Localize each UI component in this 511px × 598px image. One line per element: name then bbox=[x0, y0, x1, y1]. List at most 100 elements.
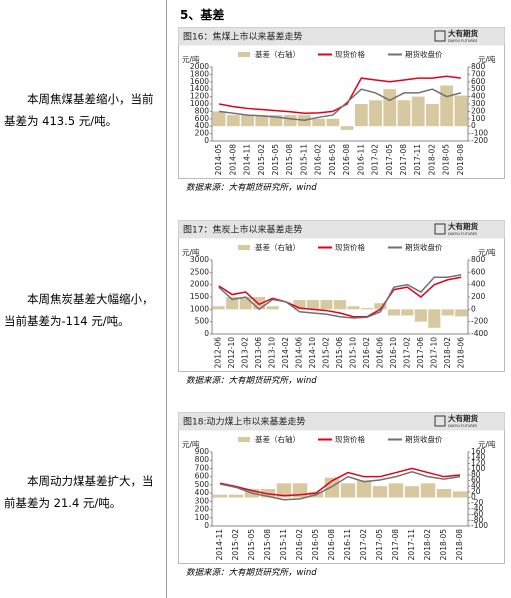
y2-axis-label: 元/吨 bbox=[478, 54, 496, 64]
x-tick-label: 2014-11 bbox=[243, 144, 252, 176]
x-tick-label: 2016-10 bbox=[389, 337, 398, 369]
bar bbox=[239, 297, 252, 310]
x-tick-label: 2018-02 bbox=[427, 144, 436, 176]
bar bbox=[404, 486, 420, 498]
bar bbox=[455, 309, 468, 317]
y2-tick-label: 400 bbox=[471, 92, 486, 101]
y-axis-label: 元/吨 bbox=[182, 247, 200, 257]
legend-label: 基差（右轴） bbox=[255, 434, 300, 444]
bar bbox=[420, 483, 436, 498]
y-tick-label: 1800 bbox=[190, 69, 209, 78]
y2-tick-label: -100 bbox=[471, 521, 488, 530]
y2-tick-label: 700 bbox=[471, 69, 486, 78]
x-tick-label: 2016-06 bbox=[375, 337, 384, 369]
y2-tick-label: 600 bbox=[471, 77, 486, 86]
bar bbox=[212, 306, 225, 310]
x-tick-label: 2017-02 bbox=[402, 337, 411, 369]
x-tick-label: 2017-11 bbox=[407, 529, 416, 561]
y2-tick-label: 160 bbox=[471, 447, 486, 456]
logo-mark bbox=[434, 223, 446, 235]
y-tick-label: 2000 bbox=[190, 62, 209, 71]
y2-tick-label: 800 bbox=[471, 255, 486, 264]
x-tick-label: 2015-05 bbox=[247, 529, 256, 561]
bar bbox=[255, 115, 269, 127]
legend-swatch bbox=[238, 52, 250, 57]
x-tick-label: 2015-05 bbox=[271, 144, 280, 176]
y-axis-label: 元/吨 bbox=[182, 54, 200, 64]
y2-tick-label: 0 bbox=[471, 493, 476, 502]
x-tick-label: 2016-08 bbox=[342, 144, 351, 176]
x-tick-label: 2017-08 bbox=[391, 529, 400, 561]
y-tick-label: 0 bbox=[204, 136, 209, 145]
x-tick-label: 2013-10 bbox=[268, 337, 277, 369]
bar bbox=[441, 309, 454, 316]
y2-axis-label: 元/吨 bbox=[478, 439, 496, 449]
x-tick-label: 2017-02 bbox=[371, 144, 380, 176]
figure: 图16：焦煤上市以来基差走势 大有期货 DAYOU FUTURES 元/吨 元/吨 0 20… bbox=[178, 27, 505, 193]
x-tick-label: 2015-11 bbox=[299, 144, 308, 176]
y-tick-label: 1600 bbox=[190, 77, 209, 86]
legend-label: 现货价格 bbox=[335, 49, 365, 59]
y2-tick-label: -400 bbox=[471, 329, 488, 338]
x-tick-label: 2016-11 bbox=[356, 144, 365, 176]
logo-sub: DAYOU FUTURES bbox=[448, 39, 478, 43]
y2-tick-label: -80 bbox=[471, 515, 483, 524]
y-tick-label: 200 bbox=[195, 505, 210, 514]
line bbox=[218, 276, 462, 318]
y2-tick-label: 0 bbox=[471, 121, 476, 130]
y-tick-label: 1000 bbox=[190, 304, 209, 313]
y2-tick-label: 100 bbox=[471, 464, 486, 473]
bar bbox=[347, 306, 360, 310]
source: 数据来源：大有期货研究所，wind bbox=[186, 568, 317, 578]
y2-tick-label: 600 bbox=[471, 267, 486, 276]
divider bbox=[166, 0, 167, 598]
y-axis-label: 元/吨 bbox=[182, 439, 200, 449]
title-bar bbox=[178, 220, 505, 239]
line bbox=[219, 88, 462, 122]
bar bbox=[212, 494, 228, 498]
bar bbox=[360, 308, 374, 310]
y-tick-label: 2500 bbox=[190, 267, 209, 276]
y2-tick-label: 300 bbox=[471, 99, 486, 108]
line bbox=[219, 470, 461, 501]
x-tick-label: 2016-02 bbox=[314, 144, 323, 176]
bar bbox=[266, 306, 279, 310]
line bbox=[218, 274, 462, 319]
logo-sub: DAYOU FUTURES bbox=[448, 424, 478, 428]
bar bbox=[283, 115, 297, 127]
bar bbox=[440, 85, 454, 127]
legend-swatch bbox=[238, 245, 250, 250]
bar bbox=[226, 297, 239, 310]
y2-tick-label: 120 bbox=[471, 458, 486, 467]
figure: 图17：焦炭上市以来基差走势 大有期货 DAYOU FUTURES 元/吨 元/吨 0 50… bbox=[178, 220, 505, 386]
legend-label: 期货收盘价 bbox=[405, 49, 443, 59]
y-tick-label: 0 bbox=[204, 521, 209, 530]
y-tick-label: 800 bbox=[195, 455, 210, 464]
y-tick-label: 200 bbox=[195, 129, 210, 138]
bar bbox=[212, 111, 226, 127]
bar bbox=[383, 89, 397, 127]
x-tick-label: 2017-05 bbox=[375, 529, 384, 561]
y-tick-label: 900 bbox=[195, 447, 210, 456]
y-tick-label: 300 bbox=[195, 496, 210, 505]
bar bbox=[454, 95, 468, 127]
title-bar bbox=[178, 27, 505, 46]
x-tick-label: 2014-11 bbox=[215, 529, 224, 561]
y-tick-label: 2000 bbox=[190, 280, 209, 289]
y-tick-label: 700 bbox=[195, 463, 210, 472]
bar bbox=[372, 486, 388, 498]
y2-tick-label: -20 bbox=[471, 498, 483, 507]
x-tick-label: 2013-02 bbox=[241, 337, 250, 369]
x-tick-label: 2017-02 bbox=[359, 529, 368, 561]
y2-axis-label: 元/吨 bbox=[478, 247, 496, 257]
y-tick-label: 600 bbox=[195, 472, 210, 481]
bar bbox=[340, 483, 356, 498]
bar bbox=[374, 303, 387, 310]
bar bbox=[428, 309, 441, 328]
y2-tick-label: -200 bbox=[471, 136, 488, 145]
bar bbox=[401, 309, 414, 316]
bar bbox=[426, 104, 439, 127]
figure-title: 图17：焦炭上市以来基差走势 bbox=[183, 224, 302, 236]
y2-tick-label: 40 bbox=[471, 481, 481, 490]
